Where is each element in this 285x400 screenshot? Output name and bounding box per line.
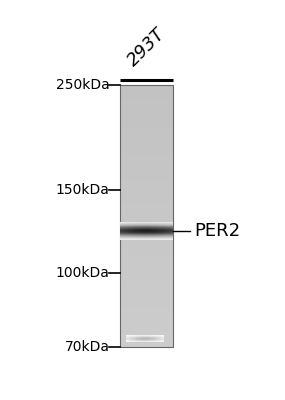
Bar (120, 128, 173, 131)
Bar (120, 144, 173, 147)
Bar (120, 124, 173, 128)
Bar (120, 242, 173, 245)
Bar (120, 95, 173, 98)
Bar (120, 108, 173, 111)
Text: 250kDa: 250kDa (56, 78, 110, 92)
Bar (120, 193, 173, 196)
Bar (120, 200, 173, 203)
Bar (120, 183, 173, 186)
Bar (120, 114, 173, 118)
Bar (120, 104, 173, 108)
Bar (120, 320, 173, 324)
Bar (120, 229, 173, 232)
Bar (120, 239, 173, 242)
Bar (120, 170, 173, 173)
Bar (120, 301, 173, 304)
Bar (120, 134, 173, 137)
Bar (120, 245, 173, 248)
Bar (120, 232, 173, 236)
Bar (120, 294, 173, 298)
Bar (120, 258, 173, 262)
Bar (120, 121, 173, 124)
Bar (120, 150, 173, 154)
Bar (120, 298, 173, 301)
Bar (120, 85, 173, 347)
Bar (120, 222, 173, 226)
Bar (120, 206, 173, 209)
Bar (120, 281, 173, 284)
Bar (120, 272, 173, 275)
Bar (120, 180, 173, 183)
Bar (120, 334, 173, 337)
Bar (120, 275, 173, 278)
Bar (120, 176, 173, 180)
Text: 70kDa: 70kDa (65, 340, 110, 354)
Bar (120, 85, 173, 88)
Bar (120, 111, 173, 114)
Bar (120, 209, 173, 212)
Text: PER2: PER2 (195, 222, 241, 240)
Bar (120, 262, 173, 265)
Bar (120, 265, 173, 268)
Bar (120, 147, 173, 150)
Bar (120, 291, 173, 294)
Bar (120, 164, 173, 167)
Bar (120, 131, 173, 134)
Bar (120, 284, 173, 288)
Bar (120, 344, 173, 347)
Bar (120, 330, 173, 334)
Bar (120, 140, 173, 144)
Bar (120, 157, 173, 160)
Bar (120, 248, 173, 252)
Bar (120, 173, 173, 176)
Text: 293T: 293T (124, 25, 168, 70)
Text: 100kDa: 100kDa (56, 266, 110, 280)
Text: 150kDa: 150kDa (56, 183, 110, 197)
Bar (120, 88, 173, 92)
Bar (120, 186, 173, 190)
Bar (120, 268, 173, 272)
Bar (120, 278, 173, 281)
Bar (120, 252, 173, 255)
Bar (120, 196, 173, 200)
Bar (120, 216, 173, 219)
Bar (120, 203, 173, 206)
Bar (120, 190, 173, 193)
Bar (120, 304, 173, 308)
Bar (120, 337, 173, 340)
Bar (120, 160, 173, 164)
Bar (120, 92, 173, 95)
Bar (120, 167, 173, 170)
Bar (120, 324, 173, 327)
Bar (120, 255, 173, 258)
Bar (120, 219, 173, 222)
Bar (120, 317, 173, 320)
Bar (120, 154, 173, 157)
Bar (120, 98, 173, 101)
Bar (120, 314, 173, 317)
Bar (120, 226, 173, 229)
Bar (120, 212, 173, 216)
Bar (120, 137, 173, 140)
Bar (120, 340, 173, 344)
Bar (120, 308, 173, 311)
Bar (120, 288, 173, 291)
Bar (120, 327, 173, 330)
Bar (120, 236, 173, 239)
Bar (120, 101, 173, 104)
Bar (120, 118, 173, 121)
Bar (120, 311, 173, 314)
